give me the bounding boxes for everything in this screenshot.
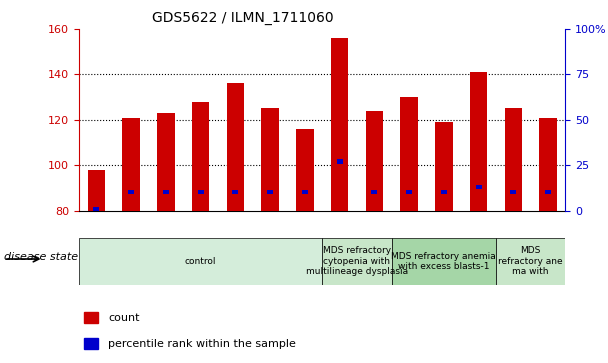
Text: GDS5622 / ILMN_1711060: GDS5622 / ILMN_1711060: [152, 11, 334, 25]
Bar: [198, 190, 204, 195]
Bar: [302, 190, 308, 195]
Text: MDS refractory anemia
with excess blasts-1: MDS refractory anemia with excess blasts…: [392, 252, 496, 271]
Text: percentile rank within the sample: percentile rank within the sample: [108, 339, 296, 349]
Bar: [122, 118, 140, 211]
Bar: [84, 338, 98, 349]
FancyBboxPatch shape: [496, 238, 565, 285]
Bar: [510, 190, 516, 195]
Text: disease state: disease state: [4, 252, 78, 262]
Bar: [539, 118, 557, 211]
FancyBboxPatch shape: [322, 238, 392, 285]
Bar: [192, 102, 209, 211]
FancyBboxPatch shape: [392, 238, 496, 285]
Bar: [371, 190, 378, 195]
Bar: [232, 190, 238, 195]
FancyBboxPatch shape: [79, 238, 322, 285]
Bar: [365, 111, 383, 211]
Bar: [128, 190, 134, 195]
Bar: [545, 190, 551, 195]
Text: MDS
refractory ane
ma with: MDS refractory ane ma with: [499, 246, 563, 276]
Bar: [337, 159, 343, 164]
Bar: [406, 190, 412, 195]
Bar: [475, 185, 482, 189]
Bar: [94, 207, 100, 211]
Bar: [441, 190, 447, 195]
Bar: [267, 190, 273, 195]
Bar: [157, 113, 174, 211]
Bar: [331, 38, 348, 211]
Bar: [470, 72, 487, 211]
Bar: [88, 170, 105, 211]
Bar: [435, 122, 452, 211]
Bar: [261, 109, 279, 211]
Bar: [84, 312, 98, 323]
Text: control: control: [185, 257, 216, 266]
Bar: [163, 190, 169, 195]
Text: count: count: [108, 313, 140, 323]
Bar: [227, 83, 244, 211]
Bar: [296, 129, 314, 211]
Bar: [401, 97, 418, 211]
Text: MDS refractory
cytopenia with
multilineage dysplasia: MDS refractory cytopenia with multilinea…: [306, 246, 408, 276]
Bar: [505, 109, 522, 211]
